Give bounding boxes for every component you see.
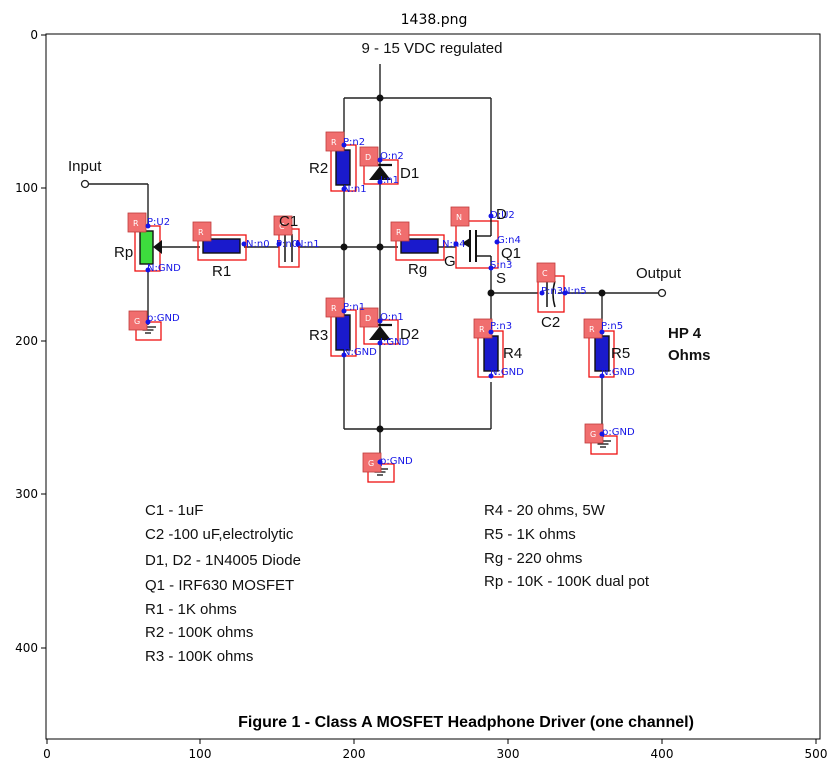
pin-dots	[145, 142, 605, 465]
pin-label: N:GND	[601, 367, 635, 378]
y-tick-label: 0	[30, 28, 38, 42]
pin-label: P:n3	[541, 286, 563, 297]
legend-item-c1: C1 - 1uF	[145, 502, 203, 519]
pin-label: G:n4	[497, 235, 521, 246]
load-label: HP 4	[668, 325, 702, 342]
circuit-wires	[85, 64, 662, 462]
label-r3: R3	[309, 327, 328, 344]
x-tick-label: 0	[43, 747, 51, 761]
legend-item-d: D1, D2 - 1N4005 Diode	[145, 552, 301, 569]
output-terminal	[657, 288, 667, 298]
label-q1: Q1	[501, 245, 521, 262]
type-tags	[127, 131, 604, 473]
y-tick-label: 100	[15, 181, 38, 195]
pin-label: N:n4	[442, 239, 466, 250]
pin-label: P:U2	[147, 217, 170, 228]
pin-label: N:n0	[246, 239, 270, 250]
pin-label: N:n1	[343, 184, 367, 195]
image-frame	[45, 33, 821, 740]
legend-item-r5: R5 - 1K ohms	[484, 526, 576, 543]
type-tag-c1: C	[279, 222, 285, 231]
label-r4: R4	[503, 345, 522, 362]
type-tag-r4: R	[479, 325, 485, 334]
label-g: G	[444, 253, 456, 270]
pin-label: O:n2	[380, 151, 404, 162]
type-tag-ground-2: G	[368, 459, 374, 468]
type-tag-ground-3: G	[590, 430, 596, 439]
pin-label: p:GND	[602, 427, 635, 438]
legend-item-r4: R4 - 20 ohms, 5W	[484, 502, 606, 519]
input-terminal	[80, 179, 90, 189]
type-tag-d1: D	[365, 153, 371, 162]
pin-label: O:n1	[380, 312, 404, 323]
y-axis	[41, 34, 46, 649]
type-tag-r2: R	[331, 138, 337, 147]
legend-item-r1: R1 - 1K ohms	[145, 601, 237, 618]
type-tag-q1: N	[456, 213, 462, 222]
y-tick-label: 400	[15, 641, 38, 655]
legend-item-rp: Rp - 10K - 100K dual pot	[484, 573, 650, 590]
x-tick-label: 200	[343, 747, 366, 761]
load-label: Ohms	[668, 347, 711, 364]
figure-caption: Figure 1 - Class A MOSFET Headphone Driv…	[238, 714, 694, 731]
label-s: S	[496, 270, 506, 287]
input-label: Input	[68, 158, 102, 175]
y-tick-label: 300	[15, 487, 38, 501]
x-tick-label: 300	[497, 747, 520, 761]
type-tag-r1: R	[198, 228, 204, 237]
pin-label: p:GND	[147, 313, 180, 324]
x-tick-label: 400	[651, 747, 674, 761]
label-d1: D1	[400, 165, 419, 182]
pin-label: P:n5	[601, 321, 623, 332]
pin-label: N:n1	[296, 239, 320, 250]
type-tag-rp: R	[133, 219, 139, 228]
legend-item-q1: Q1 - IRF630 MOSFET	[145, 577, 294, 594]
pin-label: N:GND	[490, 367, 524, 378]
label-d: D	[496, 206, 507, 223]
ground-symbol-r5	[590, 435, 618, 455]
pin-label: N:n5	[563, 286, 587, 297]
label-r2: R2	[309, 160, 328, 177]
label-c2: C2	[541, 314, 560, 331]
x-tick-label: 500	[805, 747, 828, 761]
type-tag-ground-1: G	[134, 317, 140, 326]
pin-label: N:GND	[343, 347, 377, 358]
type-tag-rg: R	[396, 228, 402, 237]
pin-label: P:n0	[276, 239, 298, 250]
type-tag-r3: R	[331, 304, 337, 313]
label-d2: D2	[400, 326, 419, 343]
pin-label: I:n1	[380, 175, 399, 186]
y-tick-label: 200	[15, 334, 38, 348]
label-r1: R1	[212, 263, 231, 280]
label-c1: C1	[279, 213, 298, 230]
supply-label: 9 - 15 VDC regulated	[362, 40, 503, 57]
legend-item-r2: R2 - 100K ohms	[145, 624, 253, 641]
legend-item-r3: R3 - 100K ohms	[145, 648, 253, 665]
pin-label: S:n3	[490, 260, 512, 271]
label-r5: R5	[611, 345, 630, 362]
resistor-rg	[395, 234, 445, 261]
resistor-r1	[197, 234, 247, 261]
pin-label: p:GND	[380, 456, 413, 467]
window-title: 1438.png	[401, 12, 468, 28]
x-axis	[46, 739, 817, 744]
parts-legend: C1 - 1uF C2 -100 uF,electrolytic D1, D2 …	[145, 502, 650, 665]
pin-label: P:n3	[490, 321, 512, 332]
pin-label: D:U2	[490, 210, 515, 221]
label-rg: Rg	[408, 261, 427, 278]
junction-dots	[340, 94, 606, 433]
output-label: Output	[636, 265, 682, 282]
legend-item-c2: C2 -100 uF,electrolytic	[145, 526, 294, 543]
pin-label: P:n1	[343, 302, 365, 313]
pin-label: N:GND	[147, 263, 181, 274]
type-tag-r5: R	[589, 325, 595, 334]
type-tag-c2: C	[542, 269, 548, 278]
label-rp: Rp	[114, 244, 133, 261]
x-tick-label: 100	[189, 747, 212, 761]
type-tag-d2: D	[365, 314, 371, 323]
pin-label: I:GND	[380, 337, 410, 348]
pin-label: P:n2	[343, 137, 365, 148]
legend-item-rg: Rg - 220 ohms	[484, 550, 582, 567]
